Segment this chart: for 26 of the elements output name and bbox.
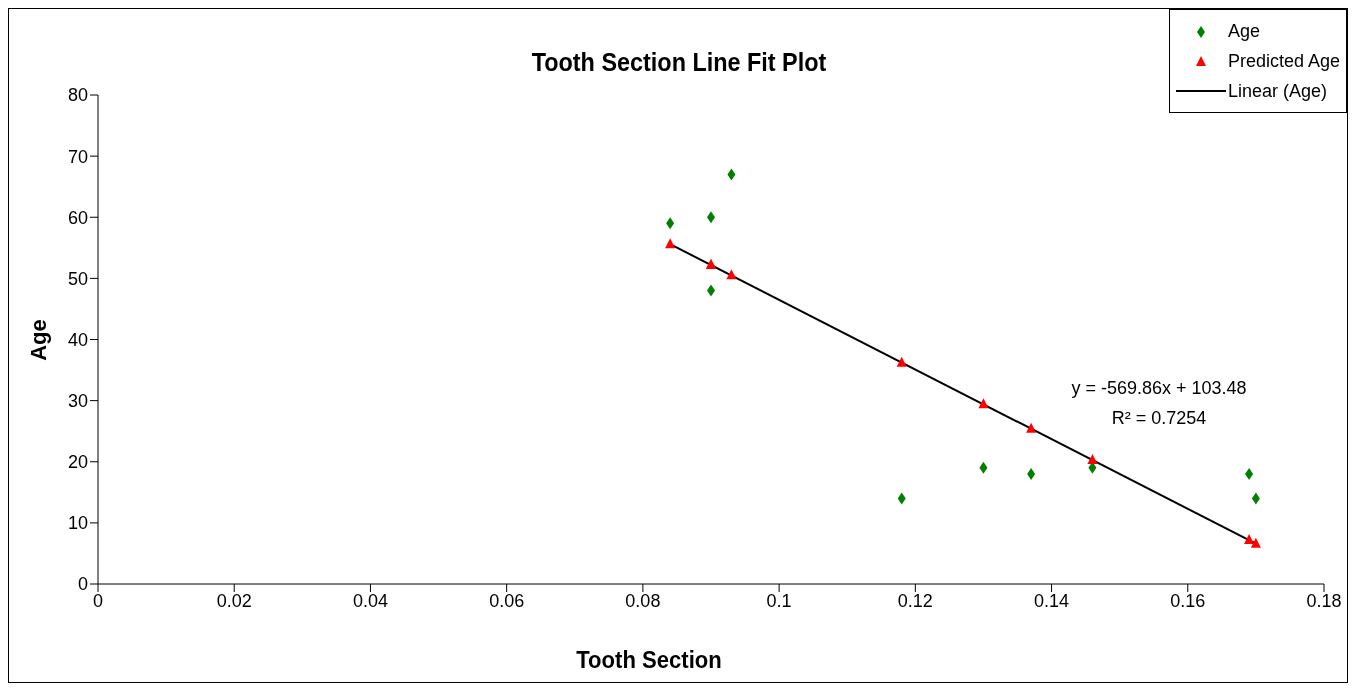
legend-label: Predicted Age [1227,50,1340,72]
x-tick-label: 0.1 [766,590,792,611]
y-tick-label: 20 [67,452,88,473]
x-tick-label: 0.06 [489,590,525,611]
x-tick-label: 0.08 [625,590,661,611]
y-axis-title: Age [26,318,52,363]
y-tick-label: 10 [67,513,88,534]
annotation: y = -569.86x + 103.48 R² = 0.7254 [1070,377,1248,430]
y-tick-label: 80 [67,85,88,106]
x-tick-label: 0.16 [1170,590,1206,611]
x-tick-label: 0.12 [897,590,933,611]
x-tick-label: 0.02 [216,590,252,611]
y-tick-label: 70 [67,146,88,167]
x-tick-label: 0.14 [1034,590,1070,611]
y-tick-label: 50 [67,268,88,289]
x-tick-label: 0.04 [352,590,388,611]
y-tick-label: 60 [67,207,88,228]
x-axis-title: Tooth Section [575,646,723,674]
y-tick-label: 30 [67,391,88,412]
x-tick-label: 0.18 [1306,590,1342,611]
y-tick-label: 0 [77,574,88,595]
legend-label: Age [1227,20,1260,42]
legend-label: Linear (Age) [1227,80,1327,102]
chart-title: Tooth Section Line Fit Plot [531,47,827,77]
x-tick-label: 0 [92,590,104,611]
y-tick-label: 40 [67,329,88,350]
